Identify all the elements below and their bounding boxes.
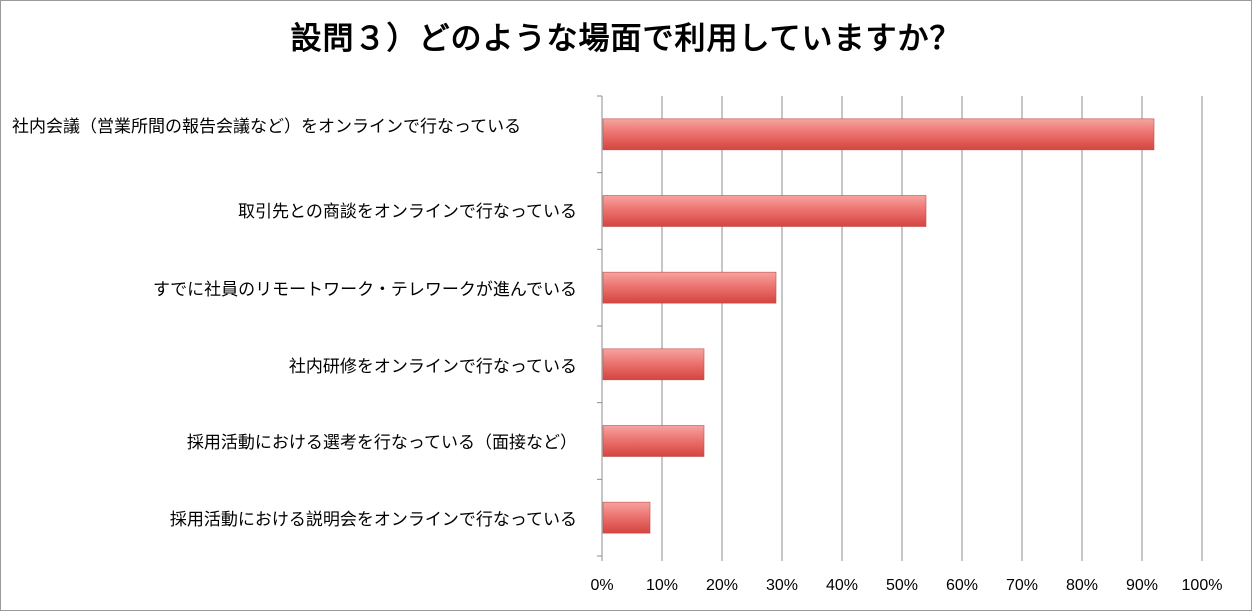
category-label: 取引先との商談をオンラインで行なっている bbox=[238, 202, 577, 222]
x-tick-label: 50% bbox=[886, 577, 918, 594]
bar bbox=[602, 501, 651, 534]
bar bbox=[602, 271, 777, 304]
x-tick-label: 40% bbox=[826, 577, 858, 594]
chart-title: 設問３）どのような場面で利用していますか？ bbox=[290, 21, 962, 57]
bar bbox=[602, 425, 705, 457]
category-label: 社内会議（営業所間の報告会議など）をオンラインで行なっている bbox=[12, 115, 577, 139]
x-tick-label: 20% bbox=[706, 577, 738, 594]
bar bbox=[602, 118, 1155, 151]
x-tick-label: 100% bbox=[1182, 577, 1223, 594]
category-label: 採用活動における選考を行なっている（面接など） bbox=[186, 433, 577, 453]
x-tick-label: 80% bbox=[1066, 577, 1098, 594]
category-label: すでに社員のリモートワーク・テレワークが進んでいる bbox=[153, 280, 577, 300]
x-tick-label: 10% bbox=[646, 577, 678, 594]
x-tick-label: 0% bbox=[590, 577, 613, 594]
x-tick-label: 90% bbox=[1126, 577, 1158, 594]
x-tick-label: 70% bbox=[1006, 577, 1038, 594]
category-label: 採用活動における説明会をオンラインで行なっている bbox=[169, 510, 577, 530]
category-label: 社内研修をオンラインで行なっている bbox=[288, 357, 577, 377]
x-tick-label: 60% bbox=[946, 577, 978, 594]
category-label-text: 社内会議（営業所間の報告会議など）をオンラインで行なっている bbox=[12, 117, 522, 137]
bar bbox=[602, 348, 705, 381]
x-tick-label: 30% bbox=[766, 577, 798, 594]
bar bbox=[602, 195, 927, 227]
